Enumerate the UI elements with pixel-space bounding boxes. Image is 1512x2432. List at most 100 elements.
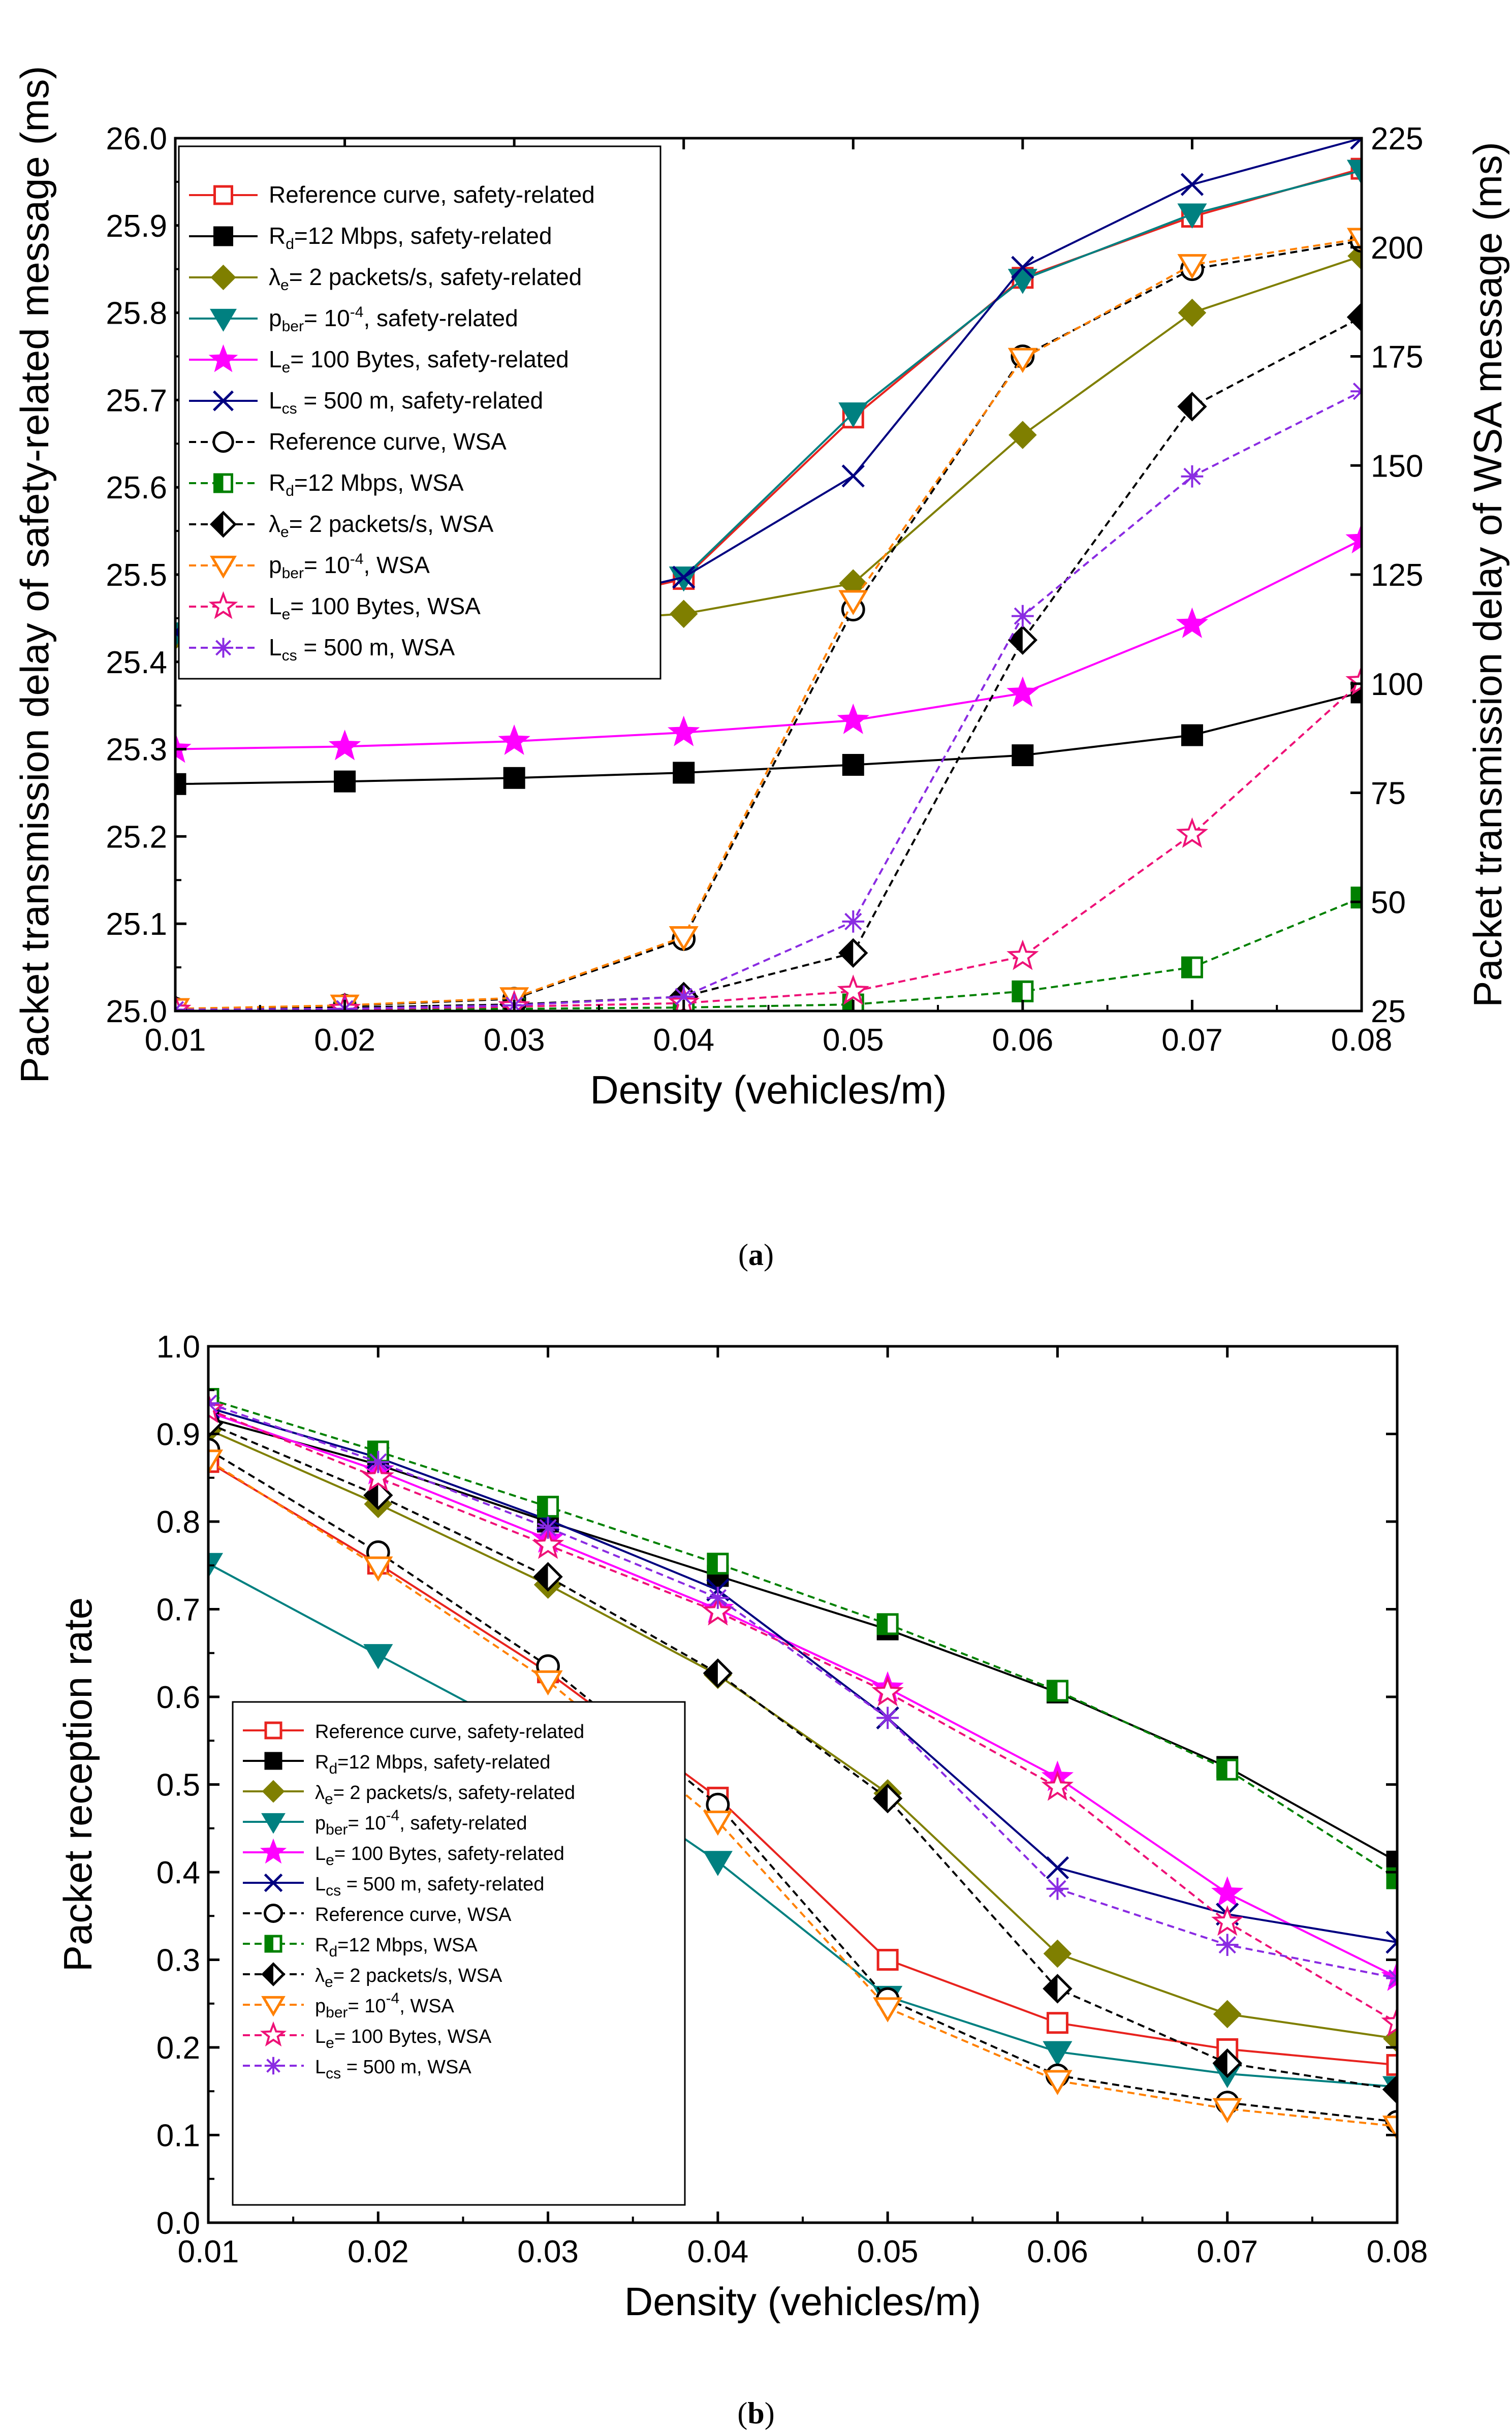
point-b-11-3 [707, 1587, 729, 1609]
point-b-9-6 [1212, 2098, 1242, 2124]
y-tick-label-a-3: 25.3 [106, 733, 167, 768]
legend-label-a-6: Reference curve, WSA [269, 428, 507, 455]
point-b-0-4 [876, 1949, 899, 1971]
series-line-b-3 [208, 1563, 1397, 2088]
point-b-7-1-fill [368, 1442, 379, 1461]
point-a-2-5 [1009, 421, 1037, 449]
y2-tick-label-a-7: 200 [1371, 231, 1423, 266]
y-tick-label-b-4: 0.4 [156, 1855, 200, 1890]
legend-entry-a-0: Reference curve, safety-related [189, 181, 595, 208]
point-a-4-0 [175, 732, 192, 763]
legend-a: Reference curve, safety-related Rd=12 Mbp… [178, 145, 662, 680]
legend-entry-b-10: Le= 100 Bytes, WSA [243, 2021, 492, 2051]
series-line-b-5 [208, 1406, 1397, 1943]
legend-entry-b-8: λe= 2 packets/s, WSA [243, 1962, 502, 1991]
series-line-b-6 [208, 1448, 1397, 2123]
legend-entry-a-4: Le= 100 Bytes, safety-related [189, 344, 569, 376]
y2-axis-label-a: Packet transmission delay of WSA message… [1465, 142, 1510, 1007]
point-b-7-4-fill [878, 1614, 888, 1634]
y2-tick-label-a-5: 150 [1371, 449, 1423, 484]
point-a-5-3 [672, 565, 696, 589]
x-tick-label-a-1: 0.02 [314, 1023, 375, 1058]
legend-marker-b-8 [261, 1962, 286, 1986]
series-line-a-6 [175, 239, 1362, 1010]
point-a-7-5 [1012, 980, 1034, 1002]
point-b-11-2 [537, 1517, 559, 1539]
y-tick-label-a-10: 26.0 [106, 121, 167, 156]
x-tick-label-b-4: 0.05 [857, 2234, 919, 2269]
point-a-11-5 [1012, 605, 1034, 627]
point-b-8-5-fill [1044, 1975, 1058, 2002]
legend-label-a-5: Lcs = 500 m, safety-related [269, 387, 543, 417]
legend-marker-a-3 [210, 308, 237, 332]
plot-area-a [175, 138, 1362, 1011]
legend-label-b-2: λe= 2 packets/s, safety-related [315, 1782, 575, 1808]
point-b-11-4 [876, 1707, 899, 1729]
point-b-7-7-fill [1388, 1869, 1397, 1888]
y-tick-label-a-1: 25.1 [106, 907, 167, 942]
point-a-8-6-fill [1179, 393, 1192, 420]
point-b-10-2 [531, 1528, 564, 1559]
legend-label-a-3: pber= 10-4, safety-related [269, 304, 518, 335]
x-tick-label-a-0: 0.01 [145, 1023, 206, 1058]
legend-label-b-6: Reference curve, WSA [315, 1904, 512, 1925]
legend-marker-a-7-fill [214, 475, 224, 492]
legend-label-b-4: Le= 100 Bytes, safety-related [315, 1843, 564, 1869]
point-a-11-6 [1181, 465, 1204, 488]
point-a-5-6 [1180, 173, 1204, 196]
point-b-3-0 [208, 1553, 224, 1578]
legend-marker-a-1 [213, 226, 233, 246]
y-tick-label-b-0: 0.0 [156, 2206, 200, 2241]
point-a-8-6 [1177, 392, 1207, 422]
x-tick-label-b-1: 0.02 [348, 2234, 409, 2269]
point-a-11-3 [672, 985, 695, 1008]
legend-entry-a-11: Lcs = 500 m, WSA [189, 634, 455, 664]
legend-marker-b-1 [264, 1752, 282, 1770]
point-a-9-5 [1007, 348, 1037, 373]
series-line-a-9 [175, 237, 1362, 1010]
x-tick-label-b-7: 0.08 [1367, 2234, 1428, 2269]
legend-label-a-10: Le= 100 Bytes, WSA [269, 593, 481, 623]
point-b-10-3 [702, 1595, 734, 1626]
y-tick-label-a-0: 25.0 [106, 994, 167, 1029]
series-b-10 [208, 1392, 1397, 2037]
point-b-8-4 [872, 1783, 903, 1814]
legend-label-a-4: Le= 100 Bytes, safety-related [269, 346, 569, 376]
legend-marker-b-8-fill [263, 1964, 273, 1985]
legend-marker-b-9 [261, 1996, 286, 2017]
y2-tick-label-a-3: 100 [1371, 667, 1423, 702]
point-b-7-2 [537, 1496, 559, 1518]
chart-a: 0.01 0.02 0.03 0.04 0.05 0.06 0.07 0.08 25.0 25.1… [12, 66, 1510, 1112]
point-b-10-7 [1381, 2006, 1397, 2037]
point-a-9-7 [1346, 228, 1362, 253]
x-axis-label-a: Density (vehicles/m) [590, 1067, 947, 1112]
legend-marker-a-2 [210, 264, 236, 291]
point-a-4-6 [1176, 607, 1209, 638]
point-b-9-1 [363, 1556, 393, 1582]
x-tick-label-b-3: 0.04 [687, 2234, 749, 2269]
point-a-2-6 [1178, 298, 1207, 327]
series-line-b-11 [208, 1402, 1397, 1979]
legend-marker-b-3 [261, 1813, 286, 1834]
point-a-8-4 [838, 938, 868, 968]
legend-entry-a-3: pber= 10-4, safety-related [189, 304, 518, 335]
legend-marker-a-0 [213, 185, 233, 205]
series-line-b-8 [208, 1422, 1397, 2091]
point-b-7-6-fill [1217, 1760, 1227, 1780]
y2-tick-label-a-0: 25 [1371, 994, 1406, 1029]
point-a-11-4 [842, 910, 865, 933]
y-tick-label-a-9: 25.9 [106, 209, 167, 244]
point-b-2-5 [1043, 1939, 1072, 1968]
legend-marker-b-7-fill [266, 1936, 273, 1951]
plot-area-b [208, 1388, 1397, 2141]
y-tick-label-b-3: 0.3 [156, 1943, 200, 1978]
point-b-3-3 [703, 1851, 733, 1876]
point-b-9-5 [1043, 2070, 1073, 2095]
x-tick-label-b-0: 0.01 [178, 2234, 239, 2269]
point-b-3-5 [1043, 2041, 1073, 2067]
legend-marker-b-0 [264, 1721, 282, 1740]
legend-label-b-1: Rd=12 Mbps, safety-related [315, 1752, 550, 1777]
legend-label-b-0: Reference curve, safety-related [315, 1721, 584, 1743]
point-b-8-7 [1382, 2074, 1397, 2104]
point-b-8-7-fill [1384, 2076, 1397, 2103]
